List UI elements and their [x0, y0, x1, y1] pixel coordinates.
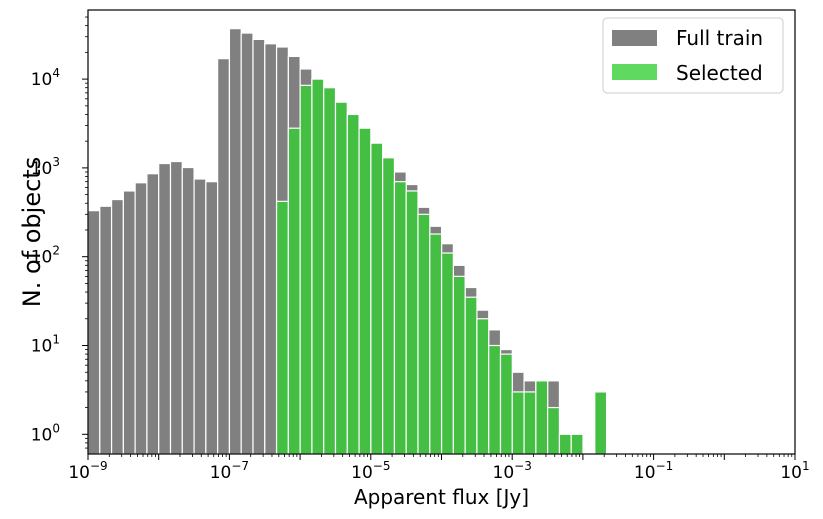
selected-bar [511, 391, 525, 455]
full-train-bar [158, 162, 172, 455]
legend-label-selected: Selected [676, 61, 763, 85]
full-train-bar [193, 178, 207, 455]
x-axis-ticks: 10−9 10−7 10−5 10−3 10−1 101 [68, 454, 810, 483]
x-tick-label: 10−1 [634, 459, 673, 483]
selected-bar [523, 391, 537, 455]
selected-bar [370, 142, 384, 455]
selected-bar [393, 181, 407, 455]
legend-swatch-full-train [612, 30, 657, 46]
selected-bar [558, 433, 572, 455]
selected-bar [440, 252, 454, 455]
legend-swatch-selected [612, 64, 657, 80]
selected-bar [570, 433, 584, 455]
selected-bar [464, 296, 478, 455]
selected-bar [346, 113, 360, 455]
full-train-bar [146, 173, 160, 455]
selected-bar [429, 233, 443, 455]
full-train-bar [110, 198, 124, 455]
selected-bar [417, 213, 431, 455]
full-train-bar [99, 205, 113, 455]
selected-bar [547, 406, 561, 455]
selected-bar [275, 200, 289, 455]
x-tick-label: 10−9 [68, 459, 107, 483]
selected-bar [382, 157, 396, 455]
y-tick-label: 100 [31, 421, 60, 445]
full-train-bar [205, 181, 219, 455]
y-axis-title: N. of objects [18, 157, 46, 307]
x-tick-label: 101 [780, 459, 809, 483]
selected-bar [499, 353, 513, 455]
full-train-bar [122, 190, 136, 455]
legend-label-full-train: Full train [676, 26, 763, 50]
selected-bar [287, 127, 301, 455]
selected-bar [358, 127, 372, 455]
full-train-bar [87, 210, 101, 455]
full-train-bar [181, 166, 195, 455]
selected-bar [594, 391, 608, 455]
y-tick-label: 103 [31, 155, 60, 179]
full-train-bar [240, 32, 254, 455]
full-train-bar [217, 58, 231, 455]
full-train-bar [134, 182, 148, 455]
selected-bar [311, 78, 325, 455]
y-tick-label: 104 [31, 66, 60, 90]
full-train-bar [169, 160, 183, 455]
selected-bar [299, 84, 313, 455]
legend: Full train Selected [602, 17, 784, 94]
selected-bar [488, 344, 502, 455]
selected-bar [323, 87, 337, 455]
x-tick-label: 10−3 [493, 459, 532, 483]
x-axis-title: Apparent flux [Jy] [354, 485, 529, 509]
full-train-bar [228, 28, 242, 455]
selected-bar [535, 380, 549, 455]
full-train-bar [252, 38, 266, 455]
x-tick-label: 10−5 [351, 459, 390, 483]
selected-bar [476, 318, 490, 455]
y-tick-label: 101 [31, 332, 60, 356]
selected-bar [452, 275, 466, 455]
selected-bar [405, 190, 419, 455]
x-tick-label: 10−7 [210, 459, 249, 483]
plot-frame [87, 9, 796, 455]
full-train-bar [264, 43, 278, 455]
selected-bar [334, 101, 348, 455]
